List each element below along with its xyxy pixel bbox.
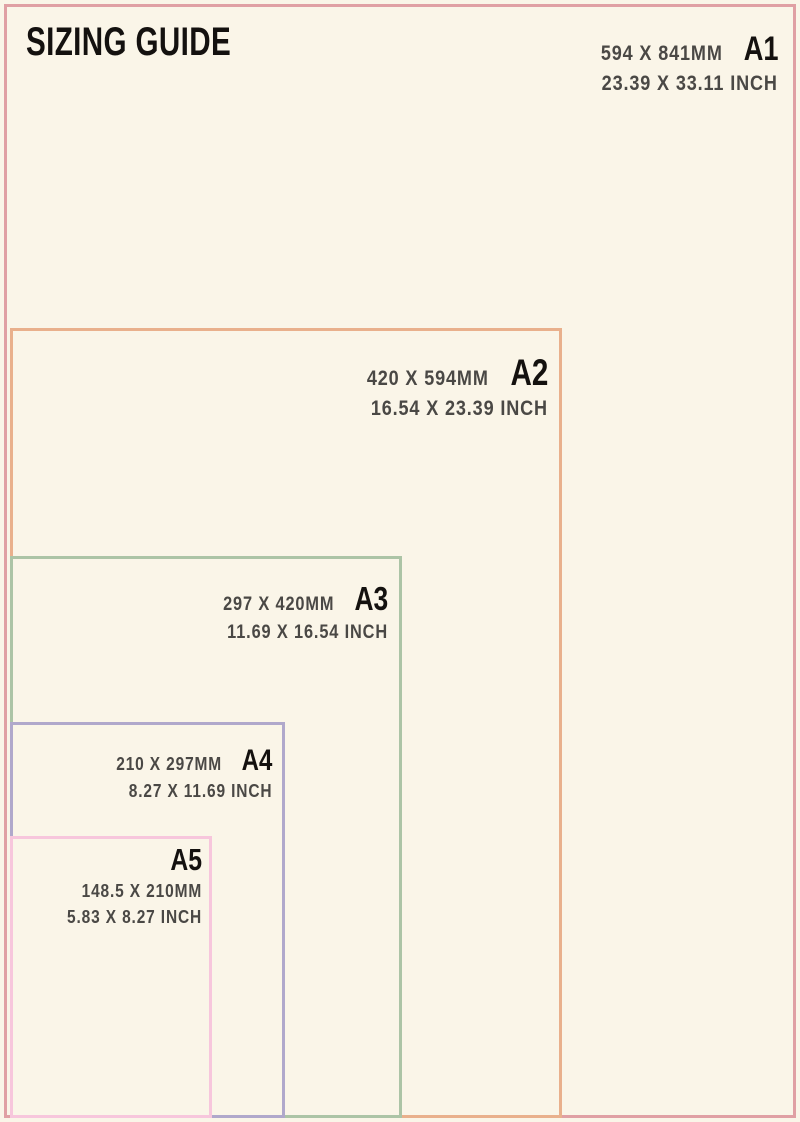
size-label-a4-mm: 210 X 297MM [115,754,222,774]
size-label-a5: A5 148.5 X 210MM 5.83 X 8.27 INCH [45,842,202,930]
size-label-a3: 297 X 420MM A3 11.69 X 16.54 INCH [201,580,388,646]
size-label-a1-code: A1 [743,30,778,68]
size-label-a3-code: A3 [354,580,388,617]
size-label-a4-inch: 8.27 X 11.69 INCH [128,781,272,801]
size-label-a2-line-mm: 420 X 594MM A2 [342,352,548,394]
size-label-a5-mm: 148.5 X 210MM [81,880,202,901]
size-label-a4-code: A4 [241,744,272,777]
size-label-a2-code: A2 [510,352,548,393]
size-label-a3-mm: 297 X 420MM [222,594,334,615]
size-label-a1-mm: 594 X 841MM [600,42,723,65]
page-title: SIZING GUIDE [26,20,232,64]
size-box-a5 [10,836,212,1118]
size-label-a2-mm: 420 X 594MM [366,367,489,390]
size-label-a1-inch: 23.39 X 33.11 INCH [601,72,778,96]
size-label-a4: 210 X 297MM A4 8.27 X 11.69 INCH [99,744,272,804]
size-label-a5-code: A5 [170,842,202,877]
size-label-a3-inch: 11.69 X 16.54 INCH [227,621,388,643]
size-label-a1: 594 X 841MM A1 23.39 X 33.11 INCH [573,30,778,100]
size-label-a2-inch: 16.54 X 23.39 INCH [370,397,548,421]
size-label-a4-line-mm: 210 X 297MM A4 [99,744,272,778]
size-label-a2: 420 X 594MM A2 16.54 X 23.39 INCH [342,352,548,425]
size-label-a3-line-mm: 297 X 420MM A3 [201,580,388,619]
size-label-a1-line-mm: 594 X 841MM A1 [573,30,778,69]
size-label-a5-inch: 5.83 X 8.27 INCH [66,906,202,927]
